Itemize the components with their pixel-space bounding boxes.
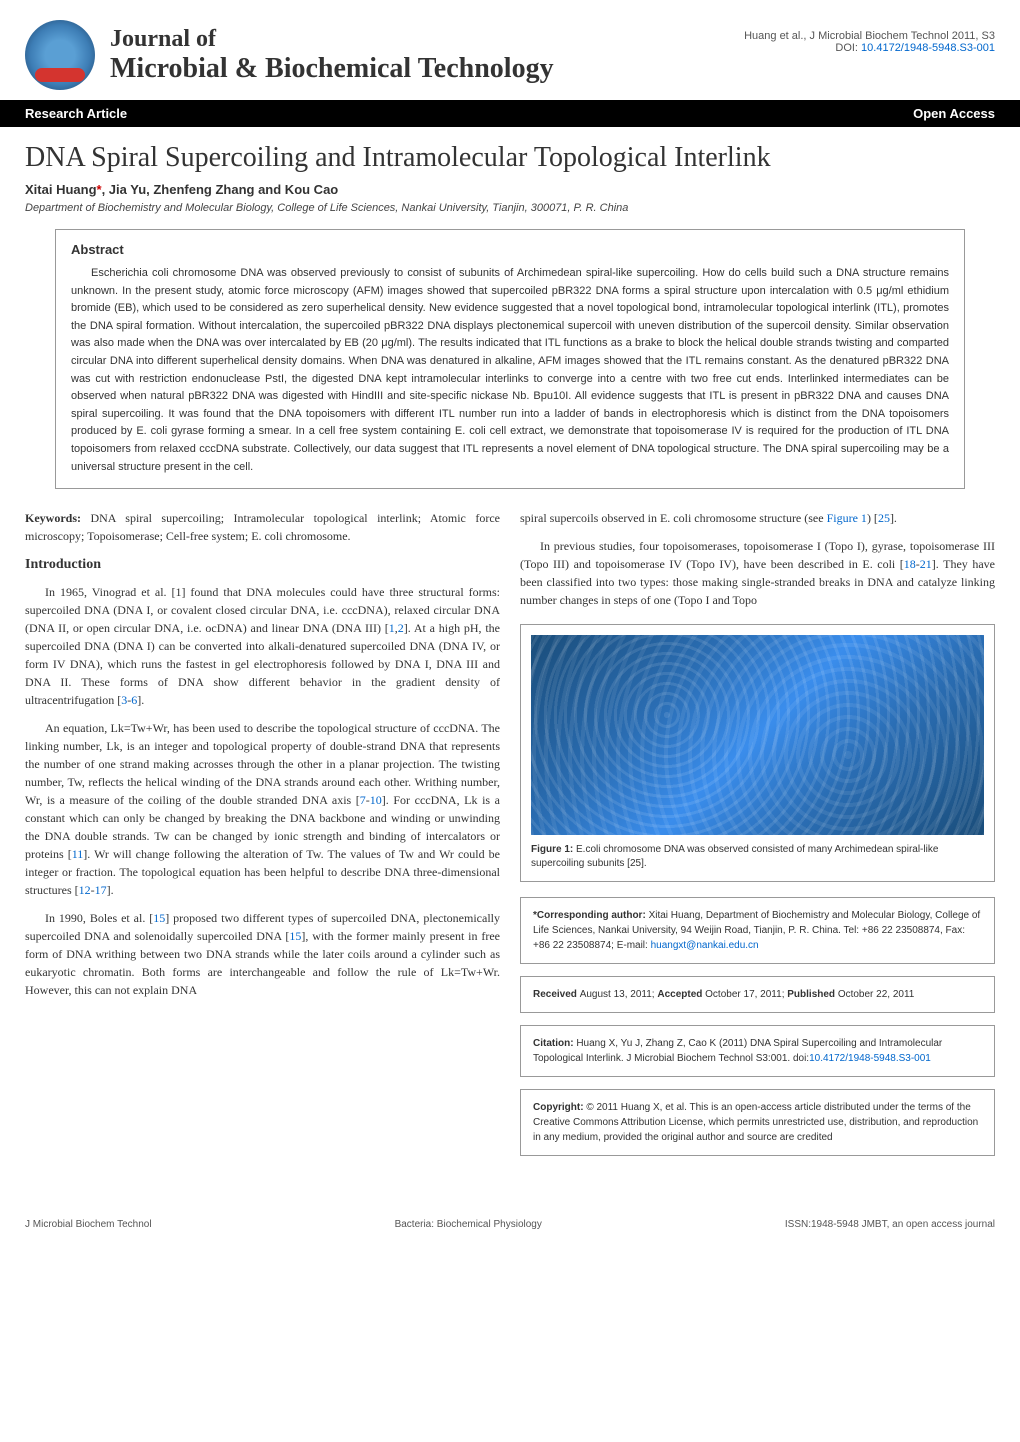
citation-text: Huang et al., J Microbial Biochem Techno… [744,30,995,42]
article-type: Research Article [25,106,127,121]
abstract-box: Abstract Escherichia coli chromosome DNA… [55,229,965,489]
received-label: Received [533,989,580,1000]
keywords-label: Keywords: [25,511,90,525]
intro-para5: In previous studies, four topoisomerases… [520,537,995,609]
ref-12[interactable]: 12 [79,883,91,897]
ref-25[interactable]: 25 [878,511,890,525]
figure-1-caption-text: E.coli chromosome DNA was observed consi… [531,844,938,869]
intro-para2: An equation, Lk=Tw+Wr, has been used to … [25,719,500,899]
corresponding-label: *Corresponding author: [533,910,649,921]
main-content: DNA Spiral Supercoiling and Intramolecul… [0,127,1020,1183]
figure-1-box: Figure 1: E.coli chromosome DNA was obse… [520,624,995,882]
authors-rest: , Jia Yu, Zhenfeng Zhang and Kou Cao [102,182,339,197]
corresponding-author-box: *Corresponding author: Xitai Huang, Depa… [520,897,995,964]
left-column: Keywords: DNA spiral supercoiling; Intra… [25,509,500,1168]
access-type: Open Access [913,106,995,121]
article-type-bar: Research Article Open Access [0,100,1020,127]
ref-15b[interactable]: 15 [289,929,301,943]
journal-title-line2: Microbial & Biochemical Technology [110,53,554,85]
published-label: Published [787,989,838,1000]
journal-title-line1: Journal of [110,26,554,53]
citation-doi[interactable]: 10.4172/1948-5948.S3-001 [809,1053,931,1064]
received-date: August 13, 2011; [580,989,658,1000]
accepted-label: Accepted [657,989,705,1000]
published-date: October 22, 2011 [838,989,915,1000]
right-column: spiral supercoils observed in E. coli ch… [520,509,995,1168]
article-title: DNA Spiral Supercoiling and Intramolecul… [25,142,995,174]
ref-17[interactable]: 17 [95,883,107,897]
copyright-box: Copyright: © 2011 Huang X, et al. This i… [520,1089,995,1156]
citation-box: Citation: Huang X, Yu J, Zhang Z, Cao K … [520,1025,995,1077]
ref-18[interactable]: 18 [904,557,916,571]
affiliation: Department of Biochemistry and Molecular… [25,202,995,214]
intro-para3: In 1990, Boles et al. [15] proposed two … [25,909,500,999]
footer-center: Bacteria: Biochemical Physiology [395,1219,542,1230]
page-footer: J Microbial Biochem Technol Bacteria: Bi… [0,1203,1020,1245]
doi-label: DOI: [835,42,861,54]
dates-box: Received August 13, 2011; Accepted Octob… [520,976,995,1013]
copyright-label: Copyright: [533,1102,586,1113]
footer-left: J Microbial Biochem Technol [25,1219,152,1230]
figure-1-link[interactable]: Figure 1 [827,511,867,525]
copyright-text: © 2011 Huang X, et al. This is an open-a… [533,1102,978,1143]
authors-list: Xitai Huang*, Jia Yu, Zhenfeng Zhang and… [25,182,995,197]
abstract-heading: Abstract [71,242,949,257]
figure-1-label: Figure 1: [531,844,576,855]
ref-11[interactable]: 11 [72,847,84,861]
figure-1-image [531,635,984,835]
citation-label: Citation: [533,1038,576,1049]
corresponding-email[interactable]: huangxt@nankai.edu.cn [651,940,759,951]
figure-1-caption: Figure 1: E.coli chromosome DNA was obse… [531,843,984,871]
footer-right: ISSN:1948-5948 JMBT, an open access jour… [785,1219,995,1230]
keywords-paragraph: Keywords: DNA spiral supercoiling; Intra… [25,509,500,545]
doi-line: DOI: 10.4172/1948-5948.S3-001 [744,42,995,54]
intro-para1: In 1965, Vinograd et al. [1] found that … [25,583,500,709]
intro-para4: spiral supercoils observed in E. coli ch… [520,509,995,527]
ref-10[interactable]: 10 [370,793,382,807]
citation-info: Huang et al., J Microbial Biochem Techno… [744,30,995,54]
journal-logo [25,20,95,90]
ref-21[interactable]: 21 [920,557,932,571]
journal-title: Journal of Microbial & Biochemical Techn… [110,26,554,85]
doi-link[interactable]: 10.4172/1948-5948.S3-001 [861,42,995,54]
page-header: Journal of Microbial & Biochemical Techn… [0,0,1020,100]
keywords-text: DNA spiral supercoiling; Intramolecular … [25,511,500,543]
accepted-date: October 17, 2011; [705,989,787,1000]
ref-15a[interactable]: 15 [153,911,165,925]
author-primary: Xitai Huang [25,182,97,197]
abstract-text: Escherichia coli chromosome DNA was obse… [71,265,949,476]
two-column-layout: Keywords: DNA spiral supercoiling; Intra… [25,509,995,1168]
introduction-heading: Introduction [25,557,500,573]
